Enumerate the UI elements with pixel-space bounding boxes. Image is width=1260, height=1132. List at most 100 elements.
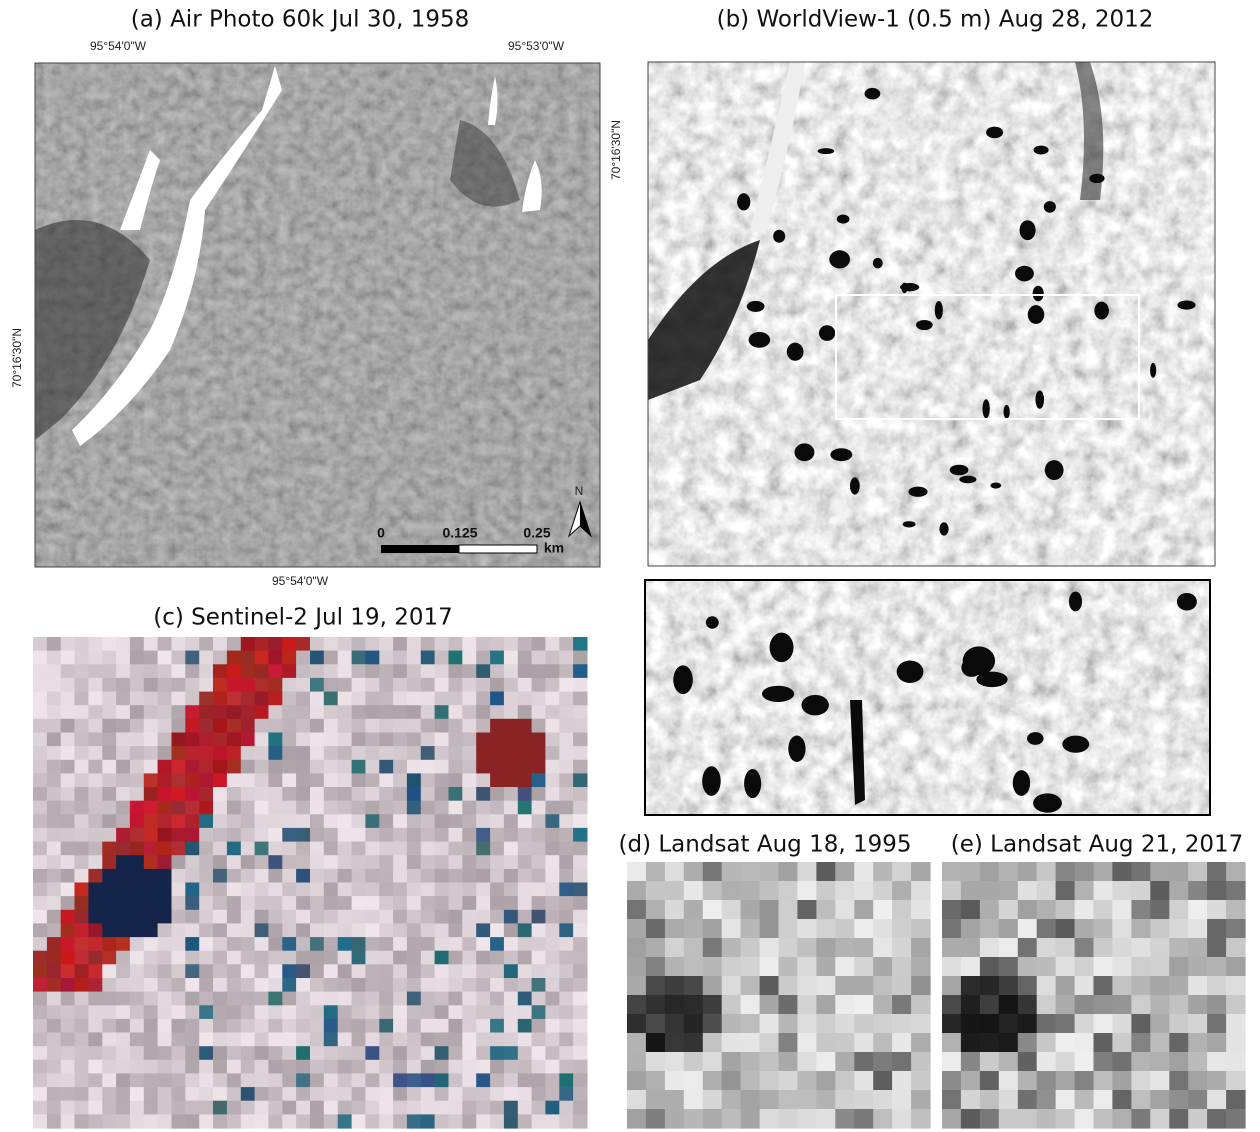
pixel: [665, 900, 685, 920]
pixel: [61, 773, 75, 787]
pixel: [130, 951, 144, 965]
pixel: [573, 828, 587, 842]
pixel: [518, 1019, 532, 1033]
pixel: [268, 992, 282, 1006]
pixel: [999, 957, 1019, 977]
pixel: [75, 814, 89, 828]
pixel: [980, 1052, 1000, 1072]
pixel: [942, 1052, 962, 1072]
pixel: [158, 1046, 172, 1060]
pixel: [365, 883, 379, 897]
pixel: [75, 951, 89, 965]
pixel: [268, 664, 282, 678]
pixel: [144, 637, 158, 651]
pond: [770, 633, 794, 662]
pixel: [61, 869, 75, 883]
pond: [982, 399, 989, 418]
pixel: [449, 1087, 463, 1101]
pixel: [33, 951, 47, 965]
pixel: [310, 733, 324, 747]
pixel: [573, 787, 587, 801]
pixel: [1075, 881, 1095, 901]
pixel: [1112, 1014, 1132, 1034]
pixel: [504, 760, 518, 774]
pixel: [158, 937, 172, 951]
pixel: [185, 651, 199, 665]
pixel: [1037, 995, 1057, 1015]
pixel: [545, 978, 559, 992]
pixel: [227, 923, 241, 937]
pixel: [504, 1046, 518, 1060]
pixel: [296, 1019, 310, 1033]
pixel: [296, 814, 310, 828]
pixel: [130, 678, 144, 692]
pixel: [421, 869, 435, 883]
pixel: [379, 719, 393, 733]
pixel: [573, 951, 587, 965]
pixel: [255, 719, 269, 733]
pixel: [33, 1101, 47, 1115]
pixel: [393, 937, 407, 951]
pixel: [449, 1114, 463, 1128]
pixel: [116, 1046, 130, 1060]
pixel: [213, 937, 227, 951]
pixel: [199, 692, 213, 706]
pixel: [352, 746, 366, 760]
pixel: [33, 1005, 47, 1019]
pixel: [61, 664, 75, 678]
pixel: [241, 842, 255, 856]
pixel: [241, 951, 255, 965]
pixel: [1037, 1052, 1057, 1072]
pixel: [199, 855, 213, 869]
pixel: [1018, 976, 1038, 996]
pixel: [213, 910, 227, 924]
pixel: [490, 664, 504, 678]
pixel: [911, 995, 931, 1015]
coord-label: 70°16'30"N: [609, 120, 623, 180]
pond: [737, 193, 750, 210]
pixel: [144, 951, 158, 965]
pixel: [407, 923, 421, 937]
pixel: [873, 976, 893, 996]
pixel: [241, 801, 255, 815]
pixel: [352, 705, 366, 719]
pixel: [47, 1019, 61, 1033]
pixel: [88, 978, 102, 992]
pixel: [1037, 1071, 1057, 1091]
pixel: [435, 923, 449, 937]
pixel: [324, 719, 338, 733]
pixel: [268, 787, 282, 801]
pixel: [130, 896, 144, 910]
pixel: [310, 1101, 324, 1115]
pixel: [490, 896, 504, 910]
pixel: [393, 746, 407, 760]
pixel: [241, 746, 255, 760]
coord-label: 70°16'30"N: [10, 328, 24, 388]
pixel: [1018, 1014, 1038, 1034]
pixel: [102, 1073, 116, 1087]
pixel: [310, 1060, 324, 1074]
pixel: [490, 692, 504, 706]
pixel: [158, 1005, 172, 1019]
pixel: [116, 883, 130, 897]
pixel: [1037, 900, 1057, 920]
pixel: [797, 1071, 817, 1091]
pixel: [816, 900, 836, 920]
pixel: [1131, 919, 1151, 939]
pixel: [268, 910, 282, 924]
pixel: [47, 1087, 61, 1101]
pond: [959, 476, 976, 484]
pixel: [545, 992, 559, 1006]
pixel: [421, 1033, 435, 1047]
pixel: [504, 964, 518, 978]
pixel: [545, 1060, 559, 1074]
pixel: [462, 1073, 476, 1087]
pixel: [102, 1046, 116, 1060]
pixel: [573, 1046, 587, 1060]
pixel: [665, 1109, 685, 1129]
pond: [1062, 736, 1089, 753]
pixel: [449, 937, 463, 951]
pixel: [47, 678, 61, 692]
pixel: [1075, 995, 1095, 1015]
pixel: [684, 1090, 704, 1110]
